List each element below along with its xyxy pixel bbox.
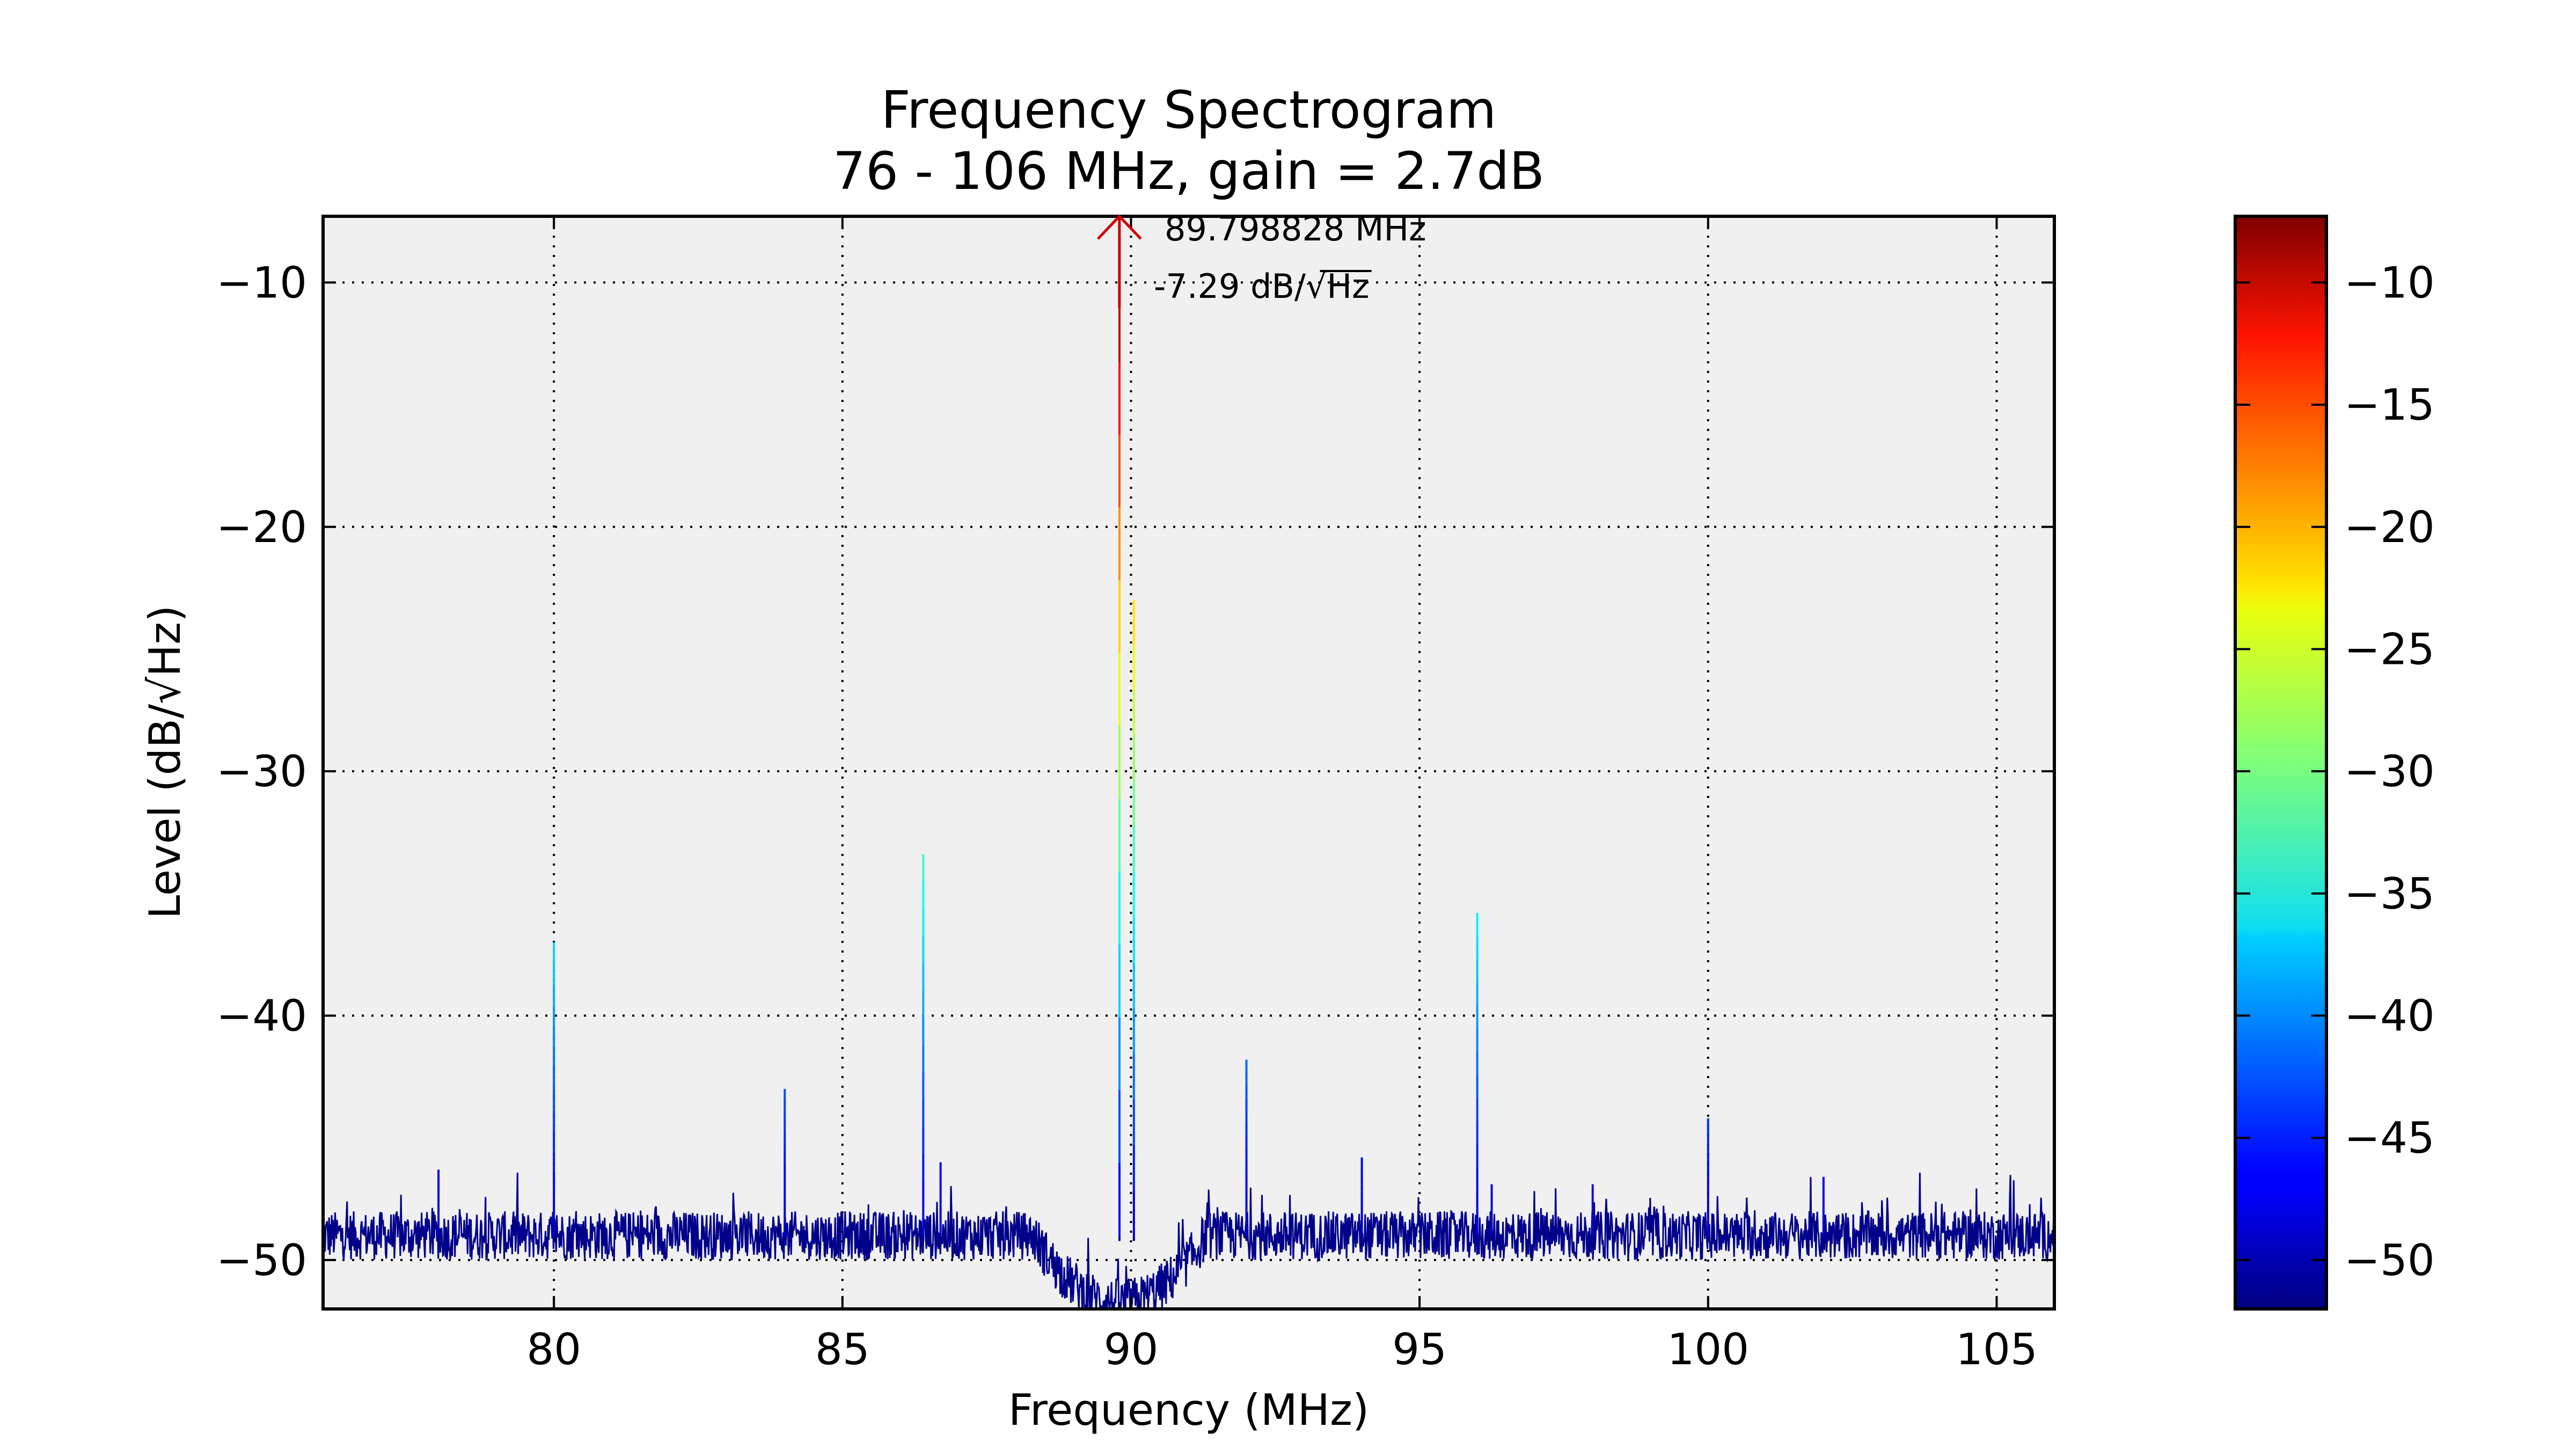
peak-level-label: -7.29 dB/√Hz <box>1154 267 1370 306</box>
x-tick-label: 105 <box>1956 1324 2038 1374</box>
noise-floor-line <box>323 1172 2054 1309</box>
colorbar-tick-label: −50 <box>2344 1235 2435 1285</box>
y-tick-label: −10 <box>216 258 307 308</box>
peak-annotation: 89.798828 MHz -7.29 dB/√Hz <box>1097 209 1426 308</box>
chart-subtitle: 76 - 106 MHz, gain = 2.7dB <box>833 141 1545 201</box>
plot-area <box>323 216 2054 1309</box>
colorbar <box>2234 215 2328 1311</box>
x-axis-ticks: 80 85 90 95 100 105 <box>526 216 2038 1374</box>
y-axis-ticks: −10 −20 −30 −40 −50 <box>216 258 2054 1285</box>
colorbar-tick-label: −40 <box>2344 991 2435 1041</box>
peak-frequency-label: 89.798828 MHz <box>1165 209 1426 248</box>
plot-frame <box>321 215 2056 1311</box>
x-tick-label: 90 <box>1104 1324 1159 1374</box>
colorbar-tick-label: −20 <box>2344 502 2435 552</box>
y-tick-label: −20 <box>216 502 307 552</box>
x-tick-label: 80 <box>526 1324 581 1374</box>
sqrt-symbol: √ <box>1306 267 1327 306</box>
colorbar-tick-label: −45 <box>2344 1113 2435 1163</box>
colorbar-tick-label: −25 <box>2344 624 2435 674</box>
x-tick-label: 100 <box>1667 1324 1749 1374</box>
spectrum-peaks <box>437 216 1825 1241</box>
x-axis-label: Frequency (MHz) <box>1008 1385 1369 1435</box>
colorbar-tick-label: −15 <box>2344 380 2435 430</box>
colorbar-ticks: −10 −15 −20 −25 −30 −35 −40 −45 −50 <box>2235 258 2435 1285</box>
y-tick-label: −50 <box>216 1235 307 1285</box>
peak-marker-arrow <box>1097 214 1142 240</box>
y-tick-label: −30 <box>216 747 307 796</box>
y-tick-label: −40 <box>216 991 307 1041</box>
colorbar-tick-label: −10 <box>2344 258 2435 308</box>
x-tick-label: 95 <box>1392 1324 1447 1374</box>
peak-level-prefix: -7.29 dB/ <box>1154 267 1306 306</box>
x-tick-label: 85 <box>815 1324 870 1374</box>
peak-level-unit: Hz <box>1327 267 1369 306</box>
y-axis-label: Level (dB/√Hz) <box>140 605 190 919</box>
chart-title: Frequency Spectrogram <box>881 80 1497 140</box>
colorbar-tick-label: −30 <box>2344 747 2435 796</box>
spectrum-trace <box>323 1172 2054 1309</box>
colorbar-tick-label: −35 <box>2344 869 2435 919</box>
